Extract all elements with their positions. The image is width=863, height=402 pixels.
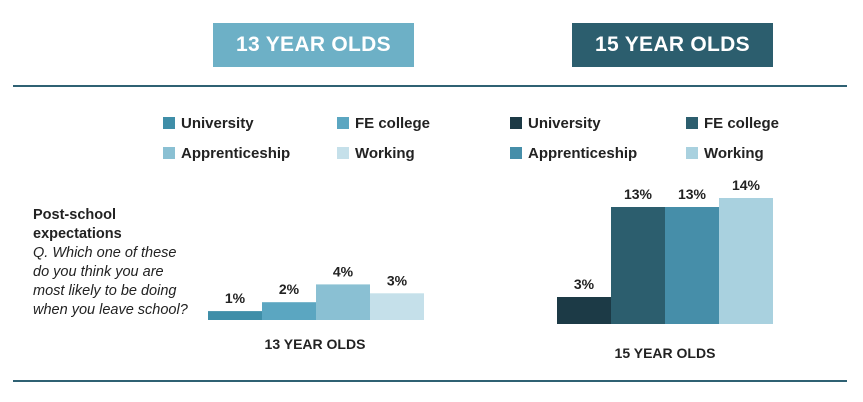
legend-swatch <box>510 117 522 129</box>
legend-15-apprenticeship: Apprenticeship <box>510 144 637 164</box>
legend-label: FE college <box>704 115 780 132</box>
legend-swatch <box>686 147 698 159</box>
value-label-15-fe-college: 13% <box>624 186 653 202</box>
legend-label: Working <box>355 145 415 162</box>
legend-15-fe-college: FE college <box>686 114 779 134</box>
legend-swatch <box>163 117 175 129</box>
header-13-year-olds: 13 YEAR OLDS <box>213 23 414 67</box>
header-15-year-olds: 15 YEAR OLDS <box>572 23 773 67</box>
bottom-divider <box>13 380 847 382</box>
value-label-15-working: 14% <box>732 177 761 193</box>
bar-15-university <box>557 297 611 324</box>
value-label-15-university: 3% <box>574 276 595 292</box>
top-divider <box>13 85 847 87</box>
legend-label: FE college <box>355 115 431 132</box>
legend-label: Apprenticeship <box>181 145 291 162</box>
bar-13-university <box>208 311 262 320</box>
legend-label: University <box>528 115 601 132</box>
value-label-13-apprenticeship: 4% <box>333 263 354 279</box>
legend-swatch <box>163 147 175 159</box>
question-block: Post-school expectations Q. Which one of… <box>33 206 193 320</box>
bar-13-fe-college <box>262 302 316 320</box>
legend-swatch <box>686 117 698 129</box>
legend-13-fe-college: FE college <box>337 114 430 134</box>
legend-13-working: Working <box>337 144 415 164</box>
value-label-13-university: 1% <box>225 290 246 306</box>
bar-15-apprenticeship <box>665 207 719 324</box>
value-label-15-apprenticeship: 13% <box>678 186 707 202</box>
bar-15-fe-college <box>611 207 665 324</box>
value-label-13-fe-college: 2% <box>279 281 300 297</box>
legend-swatch <box>337 117 349 129</box>
legend-13-apprenticeship: Apprenticeship <box>163 144 290 164</box>
legend-15-university: University <box>510 114 601 134</box>
bar-15-working <box>719 198 773 324</box>
legend-label: Working <box>704 145 764 162</box>
legend-13-university: University <box>163 114 254 134</box>
question-title: Post-school expectations <box>33 207 122 242</box>
bar-13-working <box>370 293 424 320</box>
legend-swatch <box>337 147 349 159</box>
x-label-15-year-olds: 15 YEAR OLDS <box>614 345 716 361</box>
question-text: Q. Which one of these do you think you a… <box>33 245 188 318</box>
legend-label: Apprenticeship <box>528 145 638 162</box>
bar-13-apprenticeship <box>316 284 370 320</box>
legend-label: University <box>181 115 254 132</box>
legend-15-working: Working <box>686 144 764 164</box>
value-label-13-working: 3% <box>387 272 408 288</box>
x-label-13-year-olds: 13 YEAR OLDS <box>264 336 366 352</box>
legend-swatch <box>510 147 522 159</box>
